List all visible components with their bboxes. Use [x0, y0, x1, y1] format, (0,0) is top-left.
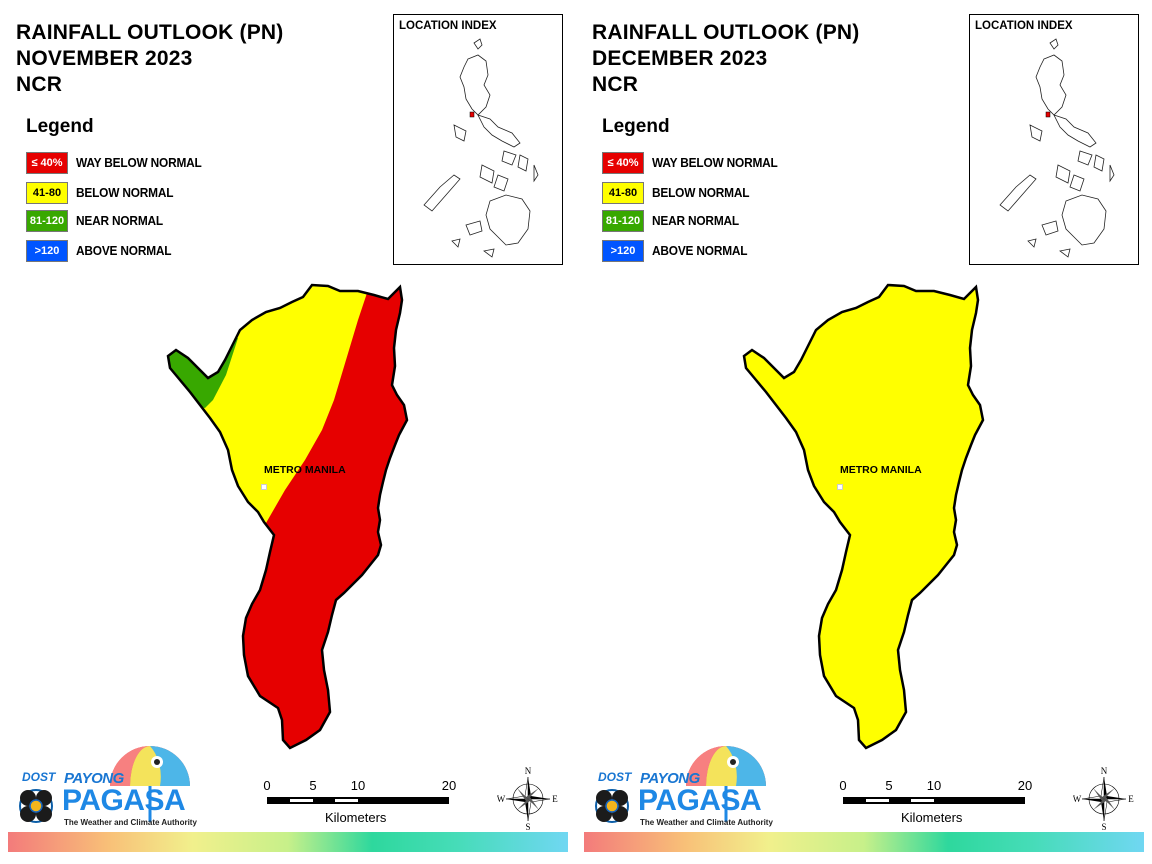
- inset-title: LOCATION INDEX: [975, 20, 1073, 32]
- ncr-location-marker: [1045, 111, 1051, 118]
- svg-text:E: E: [1128, 794, 1134, 804]
- payong-pagasa-logo: DOST PAYONG PAGASA The Weather and Clima…: [14, 740, 199, 832]
- scale-tick-label: 10: [926, 778, 942, 793]
- logo-tagline: The Weather and Climate Authority: [640, 818, 773, 827]
- legend-swatch: >120: [26, 240, 68, 262]
- title-line-3: NCR: [16, 73, 63, 96]
- metro-manila-marker: [837, 484, 843, 490]
- legend-swatch: 81-120: [602, 210, 644, 232]
- scale-tick-label: 20: [1017, 778, 1033, 793]
- legend-swatch: 41-80: [26, 182, 68, 204]
- title-line-1: RAINFALL OUTLOOK (PN): [592, 21, 860, 44]
- north-arrow-compass: N S E W: [497, 766, 559, 832]
- legend-label: NEAR NORMAL: [652, 214, 739, 228]
- scale-tick-label: 20: [441, 778, 457, 793]
- location-index-inset: LOCATION INDEX: [969, 14, 1139, 265]
- logo-payong-text: PAYONG: [640, 770, 700, 787]
- legend-swatch: >120: [602, 240, 644, 262]
- december-outlook-panel: RAINFALL OUTLOOK (PN) DECEMBER 2023 NCR …: [576, 0, 1152, 864]
- scale-bar-graphic: [267, 797, 449, 804]
- svg-text:N: N: [525, 766, 532, 776]
- scale-bar: 0 5 10 20 Kilometers: [262, 778, 458, 828]
- scale-tick-label: 10: [350, 778, 366, 793]
- november-outlook-panel: RAINFALL OUTLOOK (PN) NOVEMBER 2023 NCR …: [8, 14, 568, 852]
- legend-label: BELOW NORMAL: [652, 186, 750, 200]
- scale-bar: 0 5 10 20 Kilometers: [838, 778, 1034, 828]
- svg-text:W: W: [497, 794, 506, 804]
- title-line-3: NCR: [592, 73, 639, 96]
- scale-tick-label: 0: [839, 778, 847, 793]
- svg-text:N: N: [1101, 766, 1108, 776]
- legend-swatch: 81-120: [26, 210, 68, 232]
- legend-label: WAY BELOW NORMAL: [76, 156, 202, 170]
- title-line-2: DECEMBER 2023: [592, 47, 768, 70]
- ncr-rainfall-map: [742, 283, 985, 750]
- logo-dost-text: DOST: [22, 770, 56, 784]
- legend-label: ABOVE NORMAL: [76, 244, 172, 258]
- philippines-outline-map: [423, 38, 539, 258]
- title-line-1: RAINFALL OUTLOOK (PN): [16, 21, 284, 44]
- compass-rose-icon: N S E W: [497, 766, 559, 832]
- footer-gradient-bar: [8, 832, 568, 852]
- metro-manila-label: METRO MANILA: [840, 464, 922, 476]
- payong-pagasa-logo: DOST PAYONG PAGASA The Weather and Clima…: [590, 740, 775, 832]
- logo-tagline: The Weather and Climate Authority: [64, 818, 197, 827]
- svg-text:S: S: [525, 822, 530, 832]
- legend-swatch: 41-80: [602, 182, 644, 204]
- scale-units: Kilometers: [325, 810, 387, 825]
- umbrella-icon: [595, 746, 766, 823]
- svg-text:W: W: [1073, 794, 1082, 804]
- metro-manila-label: METRO MANILA: [264, 464, 346, 476]
- legend-label: NEAR NORMAL: [76, 214, 163, 228]
- map-title: RAINFALL OUTLOOK (PN) DECEMBER 2023 NCR: [592, 20, 859, 98]
- legend-title: Legend: [602, 116, 670, 137]
- philippines-outline-map: [999, 38, 1115, 258]
- ncr-rainfall-map: [166, 283, 409, 750]
- footer-gradient-bar: [584, 832, 1144, 852]
- map-title: RAINFALL OUTLOOK (PN) NOVEMBER 2023 NCR: [16, 20, 283, 98]
- location-index-inset: LOCATION INDEX: [393, 14, 563, 265]
- svg-text:E: E: [552, 794, 558, 804]
- logo-pagasa-text: PAGASA: [62, 784, 186, 817]
- legend-label: ABOVE NORMAL: [652, 244, 748, 258]
- scale-bar-graphic: [843, 797, 1025, 804]
- svg-text:S: S: [1101, 822, 1106, 832]
- scale-tick-label: 5: [309, 778, 317, 793]
- scale-tick-label: 0: [263, 778, 271, 793]
- scale-tick-label: 5: [885, 778, 893, 793]
- legend-label: BELOW NORMAL: [76, 186, 174, 200]
- north-arrow-compass: N S E W: [1073, 766, 1135, 832]
- ncr-location-marker: [469, 111, 475, 118]
- logo-payong-text: PAYONG: [64, 770, 124, 787]
- title-line-2: NOVEMBER 2023: [16, 47, 193, 70]
- umbrella-icon: [19, 746, 190, 823]
- metro-manila-marker: [261, 484, 267, 490]
- legend-swatch: ≤ 40%: [26, 152, 68, 174]
- legend-title: Legend: [26, 116, 94, 137]
- scale-units: Kilometers: [901, 810, 963, 825]
- compass-rose-icon: N S E W: [1073, 766, 1135, 832]
- logo-pagasa-text: PAGASA: [638, 784, 762, 817]
- legend-label: WAY BELOW NORMAL: [652, 156, 778, 170]
- legend-swatch: ≤ 40%: [602, 152, 644, 174]
- logo-dost-text: DOST: [598, 770, 632, 784]
- inset-title: LOCATION INDEX: [399, 20, 497, 32]
